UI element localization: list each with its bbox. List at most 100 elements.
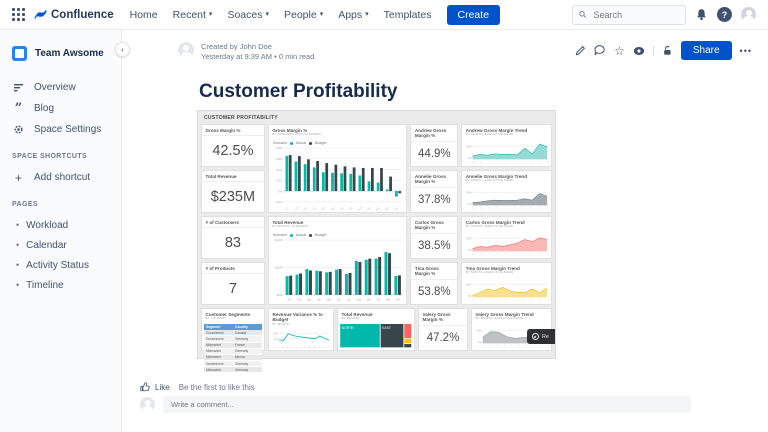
add-shortcut-button[interactable]: + Add shortcut [12, 167, 111, 188]
edit-pencil-icon[interactable] [575, 45, 586, 56]
create-button[interactable]: Create [446, 4, 501, 25]
kpi-value: 53.8% [418, 285, 451, 298]
author-avatar[interactable] [178, 42, 194, 58]
svg-text:WA-0: WA-0 [392, 206, 399, 210]
svg-text:MD-0: MD-0 [347, 206, 354, 210]
svg-text:0%: 0% [278, 189, 283, 193]
svg-text:CR-0: CR-0 [320, 206, 327, 210]
svg-text:MQ-0: MQ-0 [338, 206, 345, 210]
segments-table: Segment Country Government Canada Government… [204, 324, 262, 374]
space-header[interactable]: Team Awsome [12, 46, 111, 61]
watch-eye-icon[interactable] [633, 46, 645, 56]
dashboard-body: Gross Margin % 42.5% Total Revenue $235M… [198, 123, 555, 374]
svg-text:0%: 0% [468, 156, 472, 160]
legend-dot-budget [309, 233, 312, 237]
kpi-value: 38.5% [418, 239, 451, 252]
page-content: Created by John Doe Yesterday at 9:39 AM… [123, 30, 768, 432]
chart-annelie-trend: Annelie Gross Margin Trend BY MONTH, EXE… [461, 170, 552, 213]
menu-apps[interactable]: Apps ▾ [338, 8, 369, 21]
menu-home[interactable]: Home [129, 8, 158, 21]
comment-input[interactable] [163, 396, 691, 413]
chart-legend: Scenario Actual Budget [272, 141, 327, 146]
app-switcher-icon[interactable] [12, 8, 25, 21]
sidebar-page-calendar[interactable]: • Calendar [16, 239, 67, 251]
sidebar-item-overview[interactable]: Overview [12, 77, 111, 98]
confluence-logo[interactable]: Confluence [34, 8, 114, 21]
svg-text:DM-0: DM-0 [383, 206, 390, 210]
search-box[interactable] [572, 4, 686, 25]
svg-text:Feb: Feb [280, 346, 285, 348]
comment-bubble-icon[interactable] [594, 45, 606, 56]
kpi-customers: # of Customers 83 [201, 216, 265, 259]
sidebar-item-blog[interactable]: ” Blog [12, 98, 111, 119]
tile-revenue-treemap: Total Revenue BY REGION NORTH EAST [337, 308, 415, 351]
menu-people[interactable]: People ▾ [283, 8, 324, 21]
sidebar-page-timeline[interactable]: • Timeline [16, 279, 64, 291]
dashboard-settings-overlay[interactable]: Re [526, 329, 555, 344]
legend-dot-actual [290, 141, 293, 145]
svg-text:Dec: Dec [326, 346, 330, 348]
svg-text:40%: 40% [276, 168, 282, 172]
sidebar-collapse-button[interactable]: ‹ [115, 42, 130, 57]
svg-text:Aug: Aug [307, 345, 312, 348]
legend-dot-actual [290, 233, 293, 237]
thumbs-up-icon[interactable] [140, 382, 150, 392]
svg-text:50%: 50% [467, 282, 473, 286]
help-icon[interactable]: ? [717, 7, 732, 22]
top-menu: Home Recent ▾ Soaces ▾ People ▾ Apps ▾ Templ… [130, 9, 432, 21]
carlos-trend-area-chart: 50% 0% [464, 232, 549, 256]
sidebar-page-workload[interactable]: • Workload [16, 219, 69, 231]
chevron-down-icon: ▾ [319, 11, 324, 18]
chart-tina-trend: Tina Gross Margin Trend BY MONTH, EXECUT… [461, 262, 552, 305]
confluence-logo-icon [34, 9, 47, 20]
svg-text:NORTH: NORTH [342, 326, 355, 330]
svg-text:50%: 50% [467, 190, 473, 194]
svg-text:Jul: Jul [304, 346, 308, 348]
svg-text:Nov: Nov [386, 297, 391, 301]
svg-text:Oct: Oct [376, 297, 380, 301]
sidebar-item-space-settings[interactable]: Space Settings [12, 119, 111, 140]
svg-text:Oct: Oct [316, 345, 321, 348]
chart-carlos-trend: Carlos Gross Margin Trend BY MONTH, EXEC… [461, 216, 552, 259]
search-icon [579, 11, 587, 18]
svg-text:Sep: Sep [312, 346, 317, 348]
svg-text:Jun: Jun [299, 346, 303, 348]
notifications-bell-icon[interactable] [695, 8, 708, 21]
menu-templates[interactable]: Templates [383, 8, 432, 21]
svg-text:Jan: Jan [276, 346, 280, 348]
svg-text:50%: 50% [476, 328, 482, 332]
menu-spaces[interactable]: Soaces ▾ [227, 8, 269, 21]
legend-dot-budget [309, 141, 312, 145]
gear-icon [12, 124, 25, 135]
svg-text:PL-0: PL-0 [284, 206, 290, 210]
bullet-icon: • [16, 260, 20, 270]
menu-recent[interactable]: Recent ▾ [172, 8, 213, 21]
tile-customer-segments: Customer Segments BY COUNTRY Segment Coun… [201, 308, 265, 374]
page-actions: ☆ Share ••• [575, 41, 752, 60]
share-button[interactable]: Share [680, 41, 732, 60]
svg-text:Dec: Dec [396, 297, 401, 301]
svg-text:Mar: Mar [285, 346, 289, 348]
bullet-icon: • [16, 240, 20, 250]
svg-text:$20M: $20M [275, 238, 283, 242]
app-name: Confluence [51, 8, 114, 21]
search-input[interactable] [591, 8, 679, 21]
sidebar-page-activity-status[interactable]: • Activity Status [16, 259, 89, 271]
svg-text:RG-0: RG-0 [310, 206, 317, 210]
kpi-value: 42.5% [212, 143, 254, 160]
favorite-star-icon[interactable]: ☆ [614, 43, 625, 58]
like-button[interactable]: Like [155, 382, 170, 392]
unlock-icon[interactable] [662, 45, 673, 56]
table-header: Country [233, 324, 262, 331]
kpi-value: 7 [228, 281, 237, 298]
kpi-andrew-gross-margin: Andrew Gross Margin % 44.9% [410, 124, 459, 167]
table-row: Government Germany [204, 360, 262, 368]
chevron-down-icon: ▾ [208, 11, 213, 18]
more-options-icon[interactable]: ••• [739, 45, 752, 56]
chevron-down-icon: ▾ [365, 11, 369, 18]
table-row: Midmarket Mexico [204, 354, 262, 362]
tina-trend-area-chart: 50% 0% [464, 278, 549, 302]
svg-text:EAST: EAST [382, 326, 391, 330]
profile-avatar[interactable] [741, 7, 756, 22]
customer-profitability-dashboard[interactable]: CUSTOMER PROFITABILITY Gross Margin % 42… [197, 110, 556, 374]
